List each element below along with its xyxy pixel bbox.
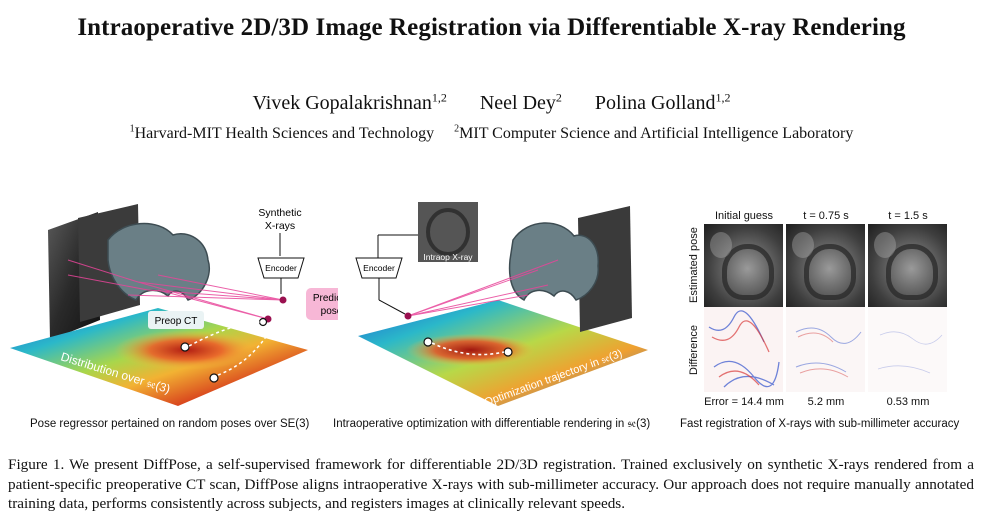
- intraop-xray-back-card: [578, 206, 632, 332]
- predicted-poses-label-2: poses: [321, 306, 338, 317]
- difference-map-initial: [704, 307, 783, 392]
- column-label-initial: Initial guess: [714, 210, 774, 222]
- affiliation-list: 1Harvard-MIT Health Sciences and Technol…: [0, 124, 983, 143]
- paper-title: Intraoperative 2D/3D Image Registration …: [77, 14, 906, 41]
- estimated-xray-t15: [868, 224, 947, 313]
- sample-arrows: [188, 311, 281, 376]
- pose-point-b: [404, 312, 412, 320]
- subcaption-pretraining: Pose regressor pertained on random poses…: [30, 418, 310, 430]
- encoder-block: [257, 257, 305, 279]
- author-1: Vivek Gopalakrishnan1,2: [252, 90, 447, 114]
- preop-ct-tag: [148, 311, 204, 329]
- difference-map-t15: [868, 307, 947, 392]
- distribution-hotspot: [98, 328, 258, 372]
- projection-rays-b: [407, 259, 559, 317]
- trajectory-path: [431, 342, 505, 356]
- trajectory-points: [423, 337, 513, 357]
- figure-caption: Figure 1. We present DiffPose, a self-su…: [8, 456, 974, 512]
- figure-panel-optimization: Intraop X-ray Encoder Optimization traje…: [355, 202, 648, 409]
- row-label-estimated: Estimated pose: [688, 227, 700, 303]
- projection-rays: [67, 259, 284, 320]
- author-3: Polina Golland1,2: [594, 90, 731, 114]
- column-label-t15: t = 1.5 s: [888, 210, 928, 222]
- encoder-label-b: Encoder: [363, 263, 395, 273]
- preop-ct-label: Preop CT: [155, 316, 198, 327]
- intraop-xray-label: Intraop X-ray: [423, 252, 473, 262]
- pose-sample-points: [180, 317, 268, 383]
- affiliation-2: 2MIT Computer Science and Artificial Int…: [454, 124, 854, 143]
- affiliation-1: 1Harvard-MIT Health Sciences and Technol…: [129, 124, 435, 143]
- optimization-hotspot: [406, 332, 550, 368]
- author-2: Neel Dey2: [479, 90, 562, 114]
- difference-map-t075: [786, 307, 865, 392]
- error-initial: Error = 14.4 mm: [704, 396, 784, 408]
- author-list: Vivek Gopalakrishnan1,2 Neel Dey2 Polina…: [0, 90, 983, 115]
- error-t15: 0.53 mm: [886, 396, 930, 408]
- ray-source-point-1: [279, 296, 287, 304]
- encoder-label: Encoder: [265, 263, 297, 273]
- row-label-difference: Difference: [688, 325, 700, 375]
- estimated-xray-initial: [704, 224, 783, 313]
- column-label-t075: t = 0.75 s: [803, 210, 849, 222]
- synthetic-xrays-label-2: X-rays: [265, 220, 295, 232]
- predicted-poses-label: Predicted: [313, 293, 338, 304]
- subcaption-optimization: Intraoperative optimization with differe…: [333, 418, 651, 430]
- predicted-poses-tag: [306, 288, 338, 320]
- encoder-block-b: [355, 257, 403, 279]
- error-t075: 5.2 mm: [807, 396, 845, 408]
- figure-panel-pretraining: Synthetic X-rays Encoder Predicted poses…: [10, 204, 338, 406]
- synthetic-xrays-label: Synthetic: [258, 207, 301, 219]
- subcaption-registration: Fast registration of X-rays with sub-mil…: [680, 418, 960, 430]
- estimated-xray-t075: [786, 224, 865, 313]
